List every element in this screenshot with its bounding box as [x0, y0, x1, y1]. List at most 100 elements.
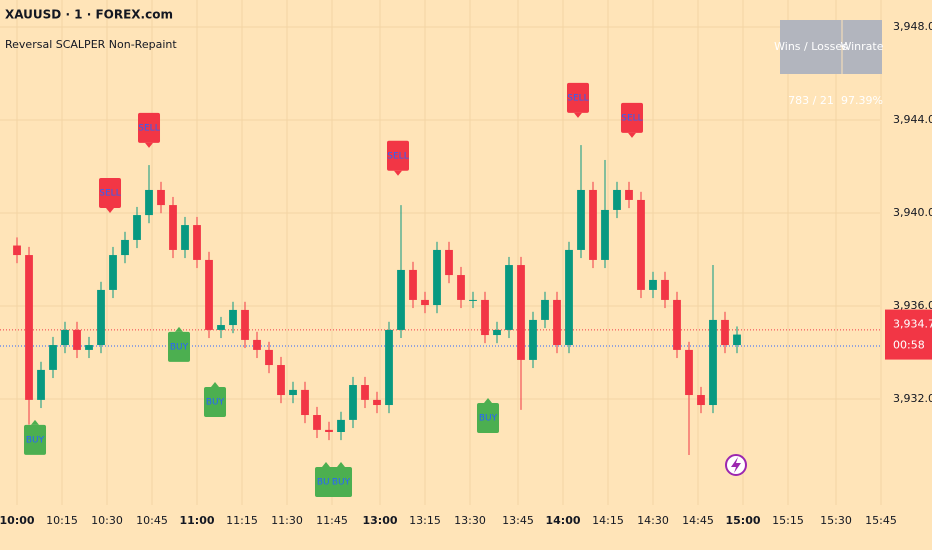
signal-pointer — [106, 207, 115, 213]
signal-pointer — [483, 398, 492, 404]
x-tick-label: 14:45 — [682, 514, 714, 527]
y-tick-label: 3,936.00 — [893, 299, 932, 312]
candle-body — [409, 269, 417, 300]
x-tick-label: 11:00 — [179, 514, 214, 527]
signal-pointer — [175, 326, 184, 332]
candle-body — [217, 325, 225, 330]
candle-body — [85, 345, 93, 350]
candle-body — [373, 399, 381, 406]
candle-body — [193, 225, 201, 260]
x-tick-label: 15:30 — [820, 514, 852, 527]
candle-body — [493, 329, 501, 336]
signal-label: BUY — [168, 326, 191, 362]
stats-header: Wins / Losses — [774, 40, 848, 53]
candle-body — [25, 255, 33, 400]
signal-box — [138, 112, 161, 143]
x-tick-label: 10:30 — [91, 514, 123, 527]
signal-label: BUY — [24, 419, 47, 455]
stats-header: Winrate — [840, 40, 883, 53]
x-tick-label: 13:45 — [502, 514, 534, 527]
x-tick-label: 10:15 — [46, 514, 78, 527]
signal-box — [476, 403, 499, 434]
signal-box — [566, 82, 589, 113]
candle-body — [157, 189, 165, 206]
candle-body — [553, 299, 561, 346]
stats-header-bg — [780, 20, 882, 74]
signal-label: SELL — [620, 102, 643, 138]
y-tick-label: 3,932.00 — [893, 392, 932, 405]
candle-body — [445, 249, 453, 276]
candle-body — [361, 385, 369, 400]
signal-label: SELL — [138, 112, 161, 148]
candle-body — [205, 259, 213, 330]
y-tick-label: 3,940.00 — [893, 206, 932, 219]
x-tick-label: 14:30 — [637, 514, 669, 527]
signal-label: SELL — [387, 140, 410, 176]
signal-text: BUY — [332, 477, 351, 487]
grid — [0, 0, 882, 505]
signal-box — [99, 177, 122, 208]
stats-value: 97.39% — [841, 94, 883, 107]
candle-body — [37, 369, 45, 400]
candle-body — [181, 225, 189, 250]
signal-text: BUY — [206, 398, 225, 408]
signal-pointer — [627, 132, 636, 138]
candle-body — [649, 279, 657, 290]
candle-body — [661, 279, 669, 300]
signal-pointer — [145, 142, 154, 148]
y-tick-label: 3,948.00 — [893, 20, 932, 33]
price-label: 3,934.77 — [893, 318, 932, 331]
candle-body — [577, 189, 585, 250]
x-tick-label: 13:00 — [362, 514, 397, 527]
candle-body — [673, 299, 681, 350]
candle-body — [385, 329, 393, 406]
signal-label: SELL — [99, 177, 122, 213]
candle-body — [169, 205, 177, 250]
candle-body — [601, 209, 609, 260]
signal-pointer — [322, 461, 331, 467]
signal-box — [620, 102, 643, 133]
signal-box — [168, 331, 191, 362]
signal-label: SELL — [566, 82, 589, 118]
x-tick-label: 11:15 — [226, 514, 258, 527]
candle-body — [541, 299, 549, 320]
x-tick-label: 10:00 — [0, 514, 35, 527]
signal-pointer — [394, 170, 403, 176]
stats-value: 783 / 21 — [788, 94, 834, 107]
candle-body — [733, 334, 741, 346]
candle-body — [121, 239, 129, 256]
candle-body — [61, 329, 69, 346]
x-tick-label: 15:00 — [725, 514, 760, 527]
countdown: 00:58 — [893, 339, 925, 352]
candle-body — [73, 329, 81, 350]
signal-pointer — [573, 112, 582, 118]
x-tick-label: 11:45 — [316, 514, 348, 527]
signal-box — [204, 387, 227, 418]
candle-body — [109, 255, 117, 290]
signal-text: SELL — [138, 123, 159, 133]
candle-body — [313, 415, 321, 430]
candle-body — [517, 265, 525, 360]
candle-body — [337, 419, 345, 432]
candle-body — [505, 265, 513, 330]
candle-body — [565, 249, 573, 346]
candle-body — [397, 269, 405, 330]
lightning-icon[interactable] — [725, 454, 747, 476]
candle-body — [625, 189, 633, 200]
x-tick-label: 15:45 — [865, 514, 897, 527]
x-tick-label: 14:00 — [545, 514, 580, 527]
signal-pointer — [31, 419, 40, 425]
signal-text: BUY — [26, 435, 45, 445]
candle-body — [433, 249, 441, 306]
candle-body — [277, 365, 285, 396]
x-tick-label: 10:45 — [136, 514, 168, 527]
chart-title: XAUUSD · 1 · FOREX.com — [5, 8, 173, 22]
indicator-name: Reversal SCALPER Non-Repaint — [5, 38, 177, 51]
candle-body — [613, 189, 621, 210]
signal-text: BUY — [170, 342, 189, 352]
x-tick-label: 13:15 — [409, 514, 441, 527]
candle-body — [589, 189, 597, 260]
